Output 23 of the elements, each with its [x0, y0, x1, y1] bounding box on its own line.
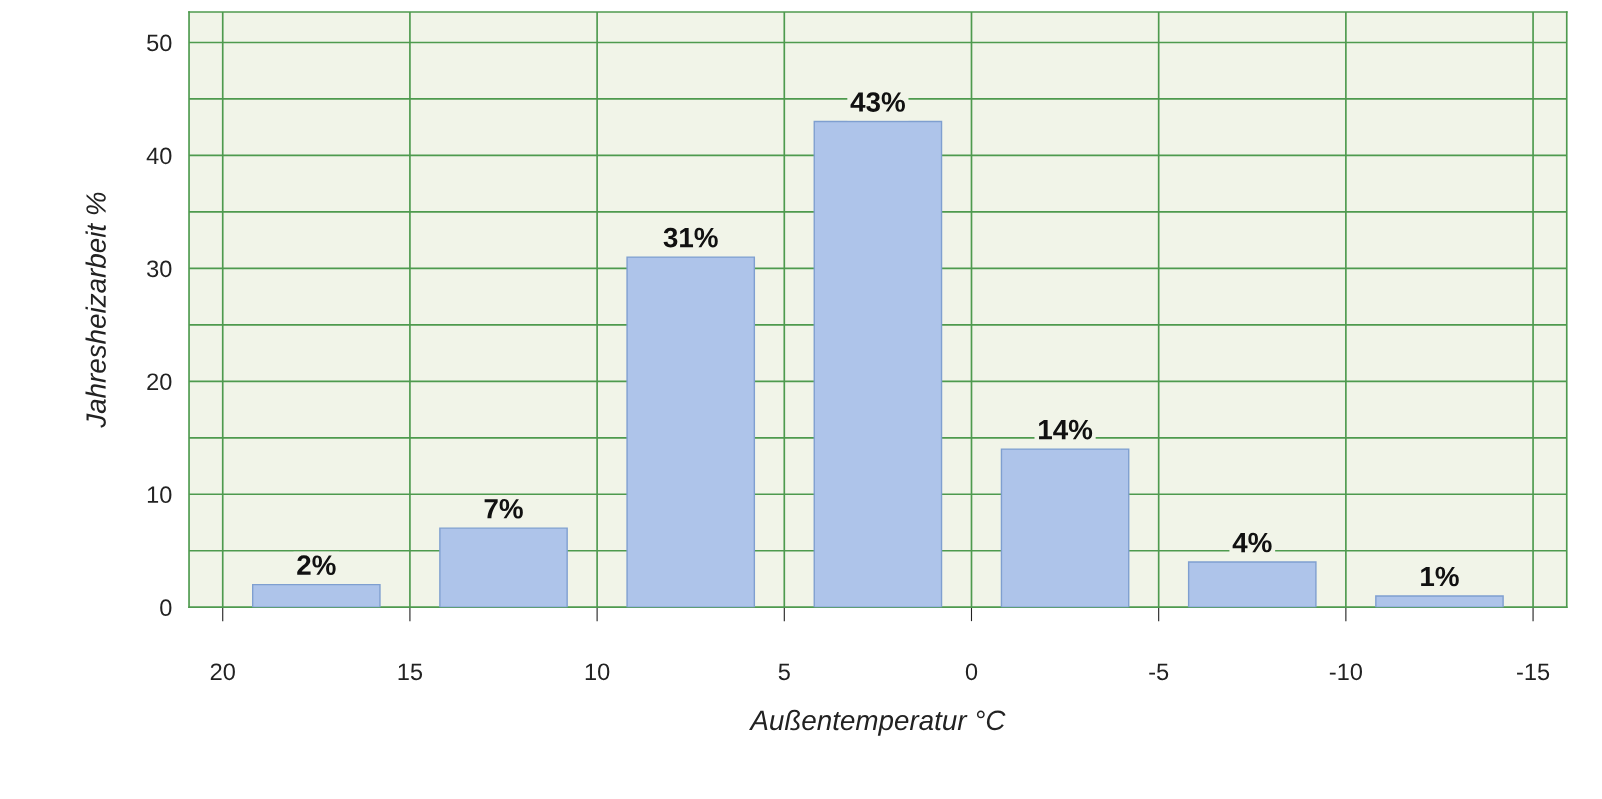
- data-label: 4%: [1232, 532, 1272, 553]
- data-label: 14%: [1039, 419, 1093, 440]
- x-tick-label: 20: [210, 663, 235, 681]
- y-tick-label: 10: [147, 486, 172, 504]
- data-label: 43%: [850, 92, 905, 112]
- y-tick-label: 20: [147, 373, 172, 391]
- x-tick-label: -15: [1517, 663, 1550, 681]
- y-tick-label: 50: [147, 34, 172, 52]
- y-tick-label: 40: [146, 147, 172, 165]
- x-tick-label: -10: [1329, 663, 1363, 681]
- x-tick-label: 10: [585, 663, 610, 681]
- x-tick-label: -5: [1149, 663, 1169, 681]
- y-tick-label: 0: [160, 599, 172, 617]
- data-label: 31%: [663, 227, 718, 248]
- data-label: 2%: [297, 555, 336, 575]
- x-axis-title: Außentemperatur °C: [749, 709, 1006, 736]
- data-label: 1%: [1421, 566, 1459, 587]
- x-tick-label: 0: [965, 663, 978, 681]
- x-tick-label: 15: [398, 663, 423, 681]
- x-tick-label: 5: [778, 663, 790, 681]
- y-axis-title: Jahresheizarbeit %: [85, 192, 106, 428]
- y-tick-label: 30: [147, 260, 172, 278]
- data-label: 7%: [484, 498, 523, 519]
